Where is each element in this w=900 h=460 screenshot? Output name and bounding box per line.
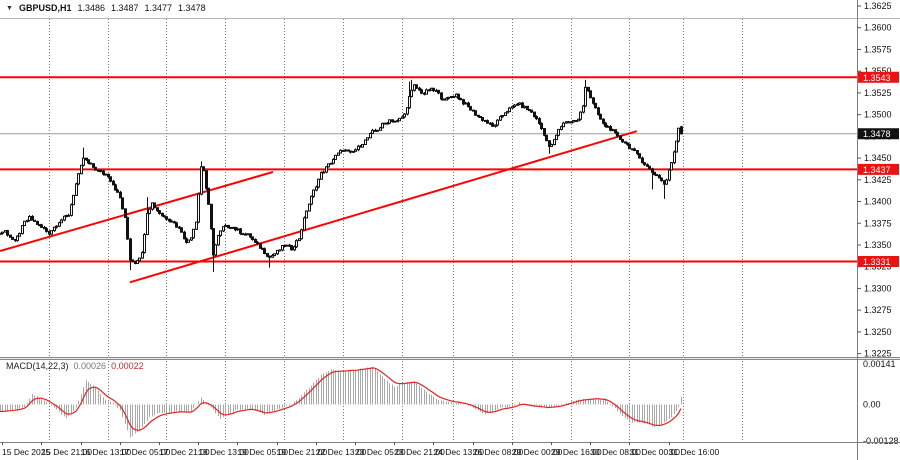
time-tick-label: 17 Dec 21:00 (159, 447, 210, 457)
price-tick-label: 1.3625 (864, 1, 892, 11)
pane-separator[interactable] (0, 357, 900, 360)
time-tick-label: 17 Dec 05:00 (120, 447, 171, 457)
support-resistance-lines[interactable] (0, 76, 857, 263)
symbol-name: GBPUSD,H1 (18, 3, 72, 13)
ohlc-close: 1.3478 (178, 3, 206, 13)
macd-name: MACD(14,22,3) (6, 361, 69, 371)
price-tick-label: 1.3450 (864, 153, 892, 163)
price-label-text: 1.3543 (863, 73, 891, 83)
time-tick-label: 29 Dec 16:00 (551, 447, 602, 457)
price-label-text: 1.3437 (863, 165, 891, 175)
symbol-info-bar: ▼ GBPUSD,H1 1.3486 1.3487 1.3477 1.3478 (6, 3, 206, 13)
ohlc-high: 1.3487 (110, 3, 139, 13)
time-tick-label: 31 Dec 00:00 (629, 447, 680, 457)
time-tick-label: 18 Dec 13:00 (198, 447, 249, 457)
candles (0, 79, 683, 272)
time-tick-label: 19 Dec 05:00 (237, 447, 288, 457)
price-tick-label: 1.3425 (864, 175, 892, 185)
price-tick-label: 1.3350 (864, 240, 892, 250)
price-label-text: 1.3478 (863, 129, 891, 139)
price-tick-label: 1.3400 (864, 197, 892, 207)
price-tick-label: 1.3575 (864, 44, 892, 54)
time-tick-label: 22 Dec 13:00 (316, 447, 367, 457)
price-tick-label: 1.3525 (864, 88, 892, 98)
time-tick-label: 23 Dec 05:00 (355, 447, 406, 457)
macd-scale-label: -0.00128 (863, 436, 899, 446)
trendlines[interactable] (0, 130, 638, 284)
trendline-2[interactable] (129, 130, 638, 284)
price-label-box (858, 128, 899, 140)
macd-scale-label: 0.00 (863, 400, 881, 410)
price-tick-label: 1.3550 (864, 66, 892, 76)
price-label-box (858, 71, 899, 83)
price-axis[interactable]: 1.3625 1.3600 1.3575 1.3550 1.3525 1.3500 1.34… (857, 0, 899, 460)
price-label-box (858, 255, 899, 267)
time-tick-label: 19 Dec 21:00 (277, 447, 328, 457)
price-tick-label: 1.3600 (864, 23, 892, 33)
symbol-dropdown-icon[interactable]: ▼ (6, 4, 13, 12)
macd-indicator-label: MACD(14,22,3) 0.00026 0.00022 (6, 361, 144, 371)
time-tick-label: 30 Dec 08:00 (590, 447, 641, 457)
time-tick-label: 16 Dec 13:00 (81, 447, 132, 457)
price-tick-label: 1.3250 (864, 327, 892, 337)
ohlc-open: 1.3486 (77, 3, 105, 13)
ohlc-low: 1.3477 (144, 3, 173, 13)
price-tick-label: 1.3375 (864, 218, 892, 228)
macd-scale-label: 0.00141 (863, 359, 896, 369)
time-tick-label: 29 Dec 00:00 (512, 447, 563, 457)
price-label-box (858, 163, 899, 175)
price-tick-label: 1.3300 (864, 283, 892, 293)
time-tick-label: 26 Dec 08:00 (473, 447, 524, 457)
time-tick-label: 15 Dec 21:00 (41, 447, 92, 457)
macd-main-value: 0.00026 (73, 361, 107, 371)
trendline-1[interactable] (0, 171, 274, 253)
time-tick-label: 24 Dec 13:00 (433, 447, 484, 457)
macd-signal-value: 0.00022 (111, 361, 144, 371)
time-tick-label: 23 Dec 21:00 (394, 447, 445, 457)
time-tick-label: 31 Dec 16:00 (669, 447, 720, 457)
time-tick-label: 15 Dec 2025 (2, 447, 50, 457)
macd-signal-curve (0, 367, 682, 431)
price-tick-label: 1.3225 (864, 349, 892, 359)
price-tick-label: 1.3500 (864, 110, 892, 120)
price-label-text: 1.3331 (863, 257, 891, 267)
price-tick-label: 1.3275 (864, 305, 892, 315)
